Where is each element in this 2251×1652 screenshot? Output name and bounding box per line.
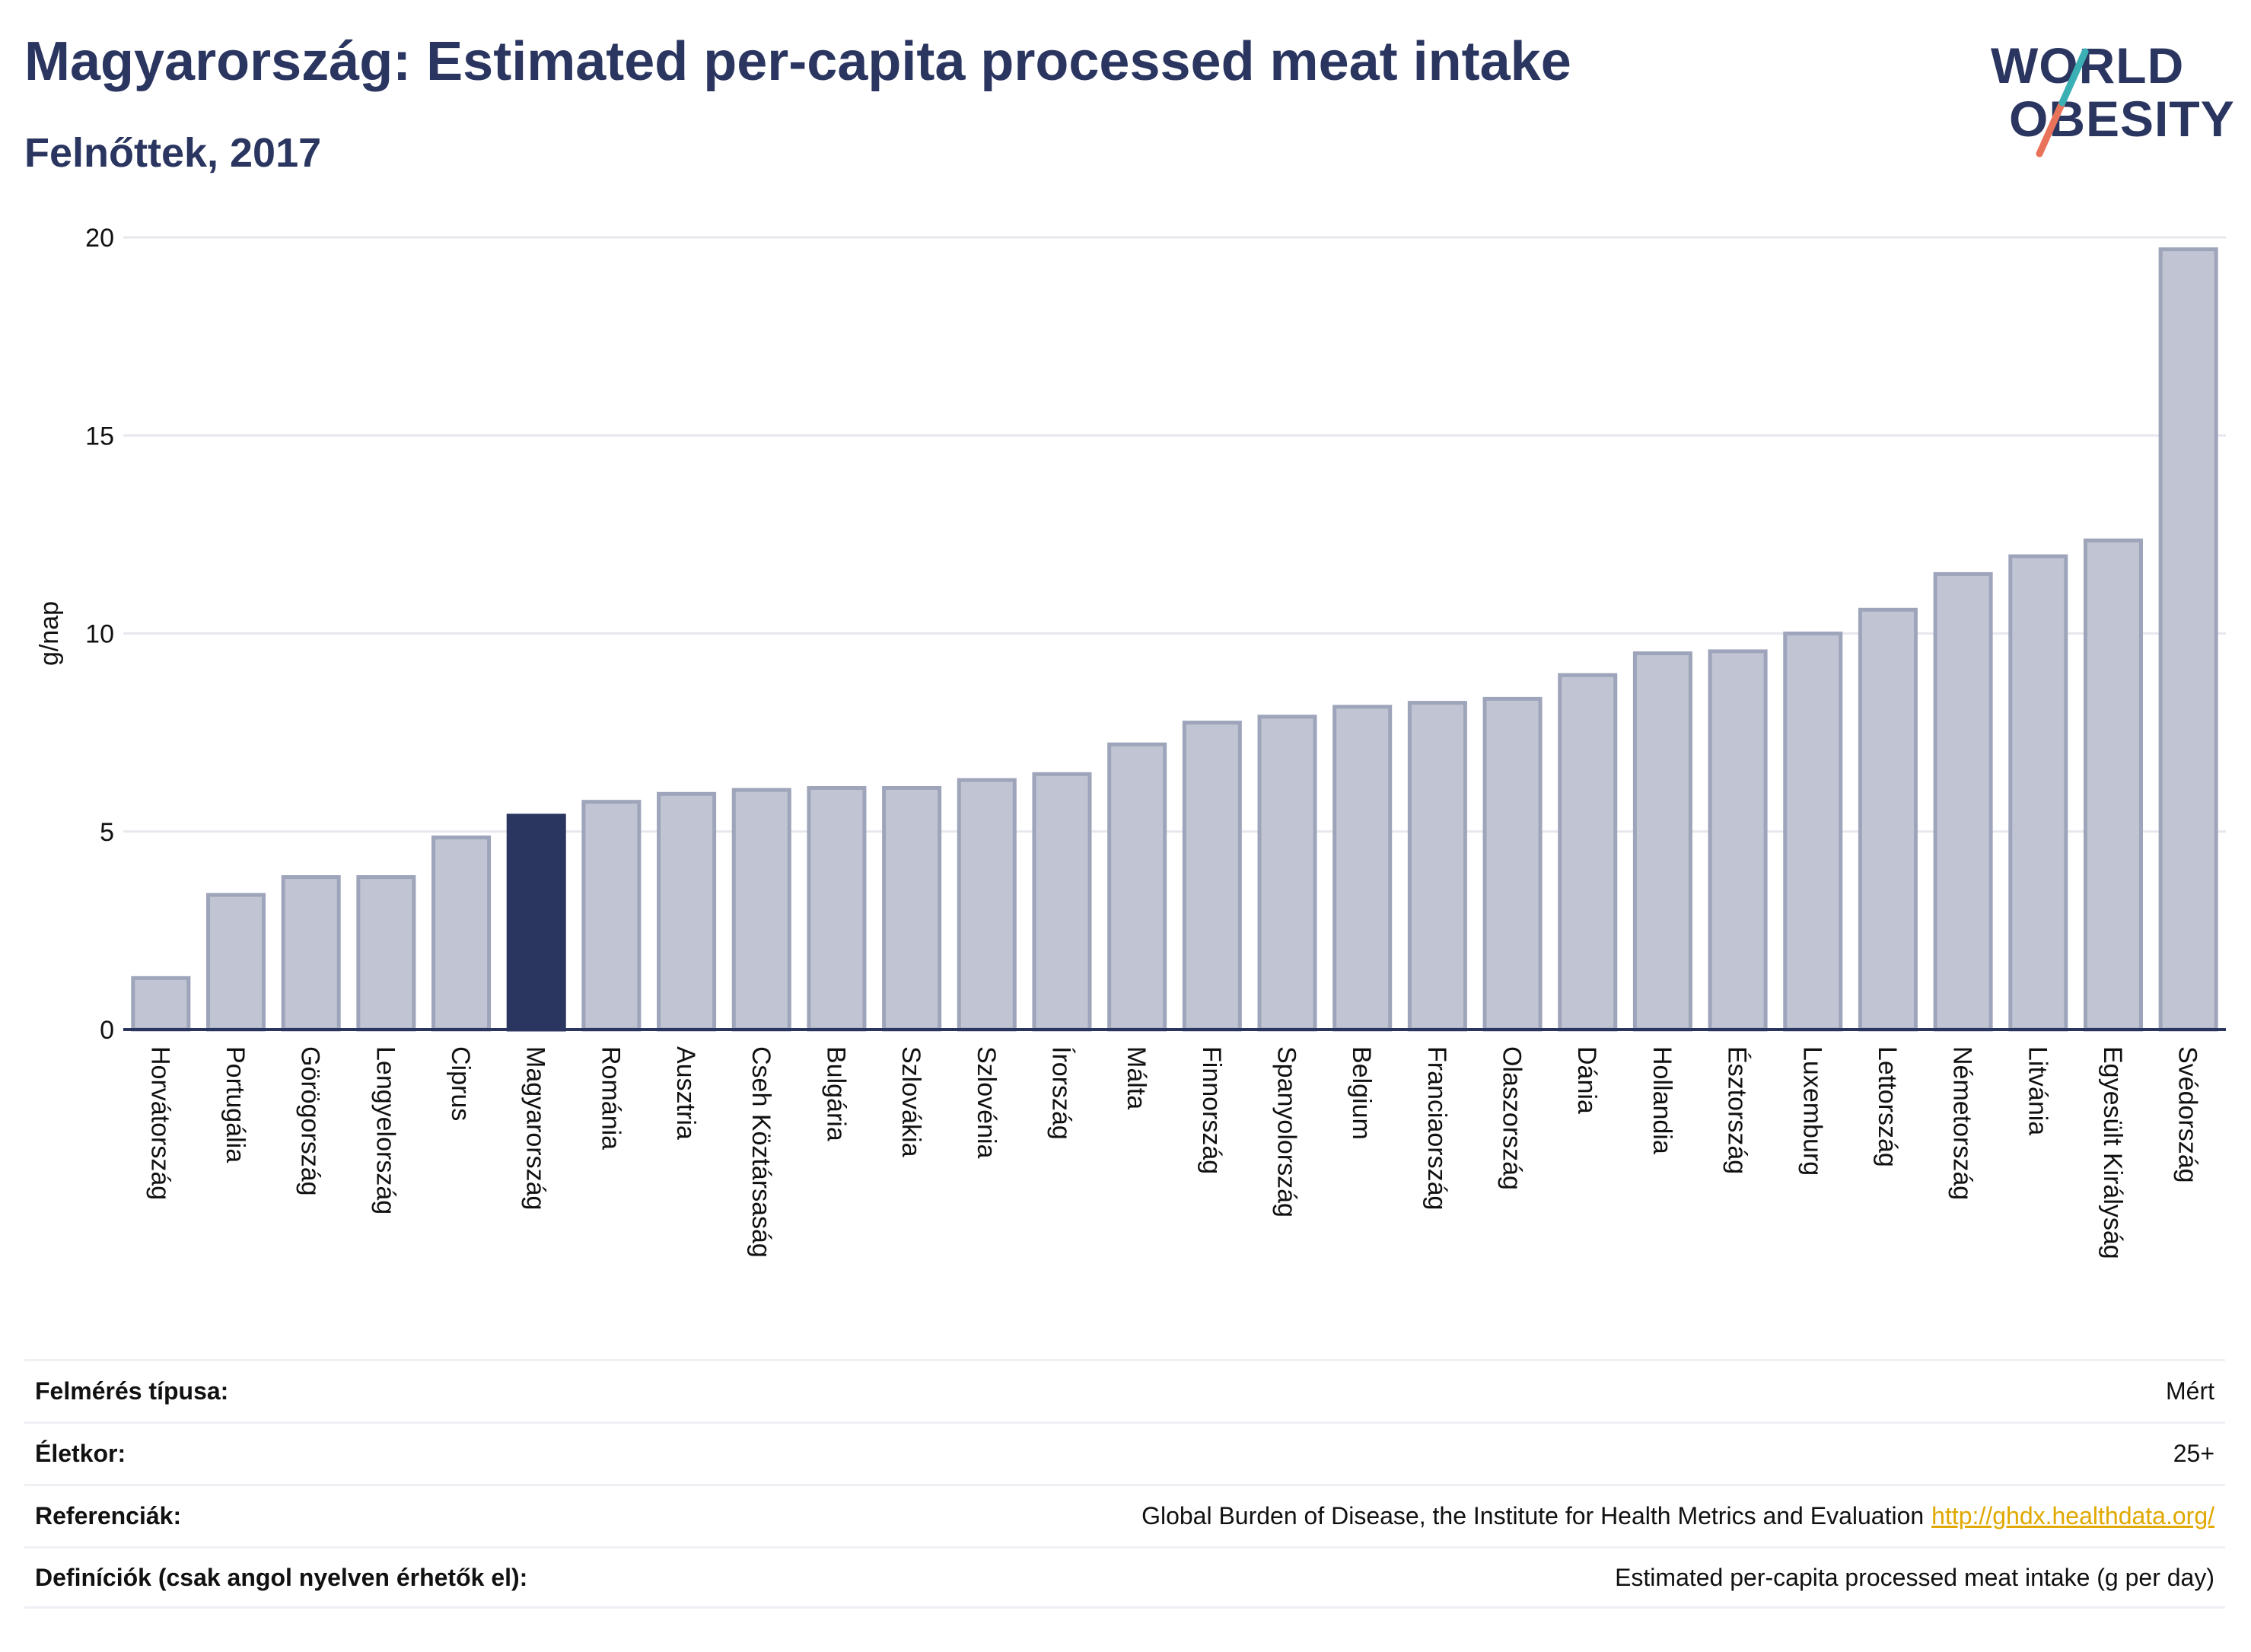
bar (882, 785, 942, 1032)
bar (1632, 651, 1692, 1032)
x-tick-label: Málta (1122, 1046, 1151, 1109)
x-tick-label: Románia (596, 1046, 625, 1150)
world-obesity-logo: WORLD OBESITY (1986, 30, 2237, 160)
x-tick-label: Franciaország (1422, 1046, 1451, 1210)
bar (1182, 721, 1242, 1032)
x-tick-label: Spanyolország (1272, 1046, 1301, 1218)
meta-row-definitions: Definíciók (csak angol nyelven érhetők e… (24, 1546, 2225, 1609)
x-tick-label: Horvátország (145, 1046, 174, 1200)
meta-value: Estimated per-capita processed meat inta… (1615, 1563, 2214, 1591)
y-tick-label: 0 (100, 1016, 114, 1045)
bar (1407, 701, 1467, 1032)
x-tick-label: Szlovákia (896, 1046, 925, 1157)
bar (131, 976, 191, 1032)
bar (1482, 696, 1543, 1032)
bar (2158, 247, 2218, 1032)
x-tick-label: Olaszország (1498, 1046, 1527, 1190)
x-tick-label: Cseh Köztársaság (747, 1046, 775, 1258)
meta-label: Felmérés típusa: (35, 1377, 229, 1405)
x-tick-label: Ciprus (446, 1046, 475, 1121)
x-tick-label: Görögország (296, 1046, 325, 1196)
bar (2083, 538, 2143, 1032)
x-tick-label: Ausztria (671, 1046, 700, 1140)
x-tick-label: Dánia (1572, 1046, 1601, 1114)
bar (957, 778, 1017, 1032)
meta-row-survey-type: Felmérés típusa: Mért (24, 1359, 2225, 1421)
bar (2008, 554, 2068, 1032)
x-tick-label: Svédország (2173, 1046, 2202, 1183)
metadata-table: Felmérés típusa: Mért Életkor: 25+ Refer… (24, 1359, 2225, 1609)
meta-label: Életkor: (35, 1440, 126, 1467)
meta-label: Definíciók (csak angol nyelven érhetők e… (35, 1563, 528, 1591)
bar (206, 893, 266, 1032)
x-tick-label: Luxemburg (1797, 1046, 1826, 1176)
meta-value: 25+ (2173, 1440, 2214, 1467)
x-tick-label: Szlovénia (972, 1046, 1001, 1159)
x-tick-label: Egyesült Királyság (2098, 1046, 2127, 1259)
x-tick-label: Bulgária (821, 1046, 850, 1141)
bar (1783, 632, 1843, 1032)
bar (731, 788, 791, 1032)
x-tick-label: Lengyelország (371, 1046, 400, 1214)
x-tick-label: Litvánia (2023, 1046, 2052, 1135)
x-tick-label: Belgium (1347, 1046, 1376, 1140)
x-tick-label: Magyarország (521, 1046, 550, 1210)
x-tick-label: Németország (1948, 1046, 1977, 1200)
y-axis-label: g/nap (35, 601, 64, 666)
bar (1107, 742, 1167, 1032)
bar (431, 836, 492, 1032)
y-tick-label: 5 (100, 818, 114, 847)
chart-subtitle: Felnőttek, 2017 (24, 130, 322, 176)
meta-row-references: Referenciák: Global Burden of Disease, t… (24, 1484, 2225, 1546)
x-tick-label: Lettország (1873, 1046, 1902, 1167)
bar (1257, 715, 1317, 1032)
chart-title: Magyarország: Estimated per-capita proce… (24, 31, 1571, 92)
x-tick-label: Írország (1046, 1046, 1075, 1140)
bar (581, 800, 642, 1032)
bar (1708, 649, 1768, 1032)
x-tick-label: Észtország (1723, 1046, 1752, 1174)
bar (356, 875, 416, 1032)
bar (807, 785, 867, 1032)
x-tick-label: Hollandia (1648, 1046, 1676, 1154)
meta-value-references: Global Burden of Disease, the Institute … (1141, 1502, 2214, 1530)
bar (1032, 772, 1092, 1032)
x-tick-label: Finnország (1197, 1046, 1226, 1174)
meta-value: Mért (2166, 1377, 2214, 1405)
y-tick-label: 10 (85, 620, 114, 649)
logo-line-1: WORLD (1991, 37, 2185, 94)
bar (1933, 571, 1993, 1032)
bar (506, 813, 566, 1032)
y-tick-label: 20 (85, 224, 114, 253)
bar-chart: 0 5 10 15 20 g/nap Horvátország Portugália Görög… (35, 224, 2226, 1259)
bar (657, 791, 717, 1032)
meta-label: Referenciák: (35, 1502, 182, 1529)
bar (1858, 607, 1918, 1032)
reference-link[interactable]: http://ghdx.healthdata.org/ (1931, 1502, 2214, 1529)
logo-slash-icon (2036, 48, 2089, 158)
x-tick-label: Portugália (221, 1046, 250, 1163)
bar (281, 875, 341, 1032)
reference-text: Global Burden of Disease, the Institute … (1141, 1502, 1925, 1529)
bar (1332, 705, 1393, 1032)
y-tick-label: 15 (85, 422, 114, 450)
meta-row-age: Életkor: 25+ (24, 1421, 2225, 1484)
bar (1558, 673, 1618, 1032)
